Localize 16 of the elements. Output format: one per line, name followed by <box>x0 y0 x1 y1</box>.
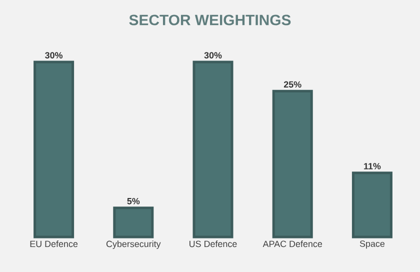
x-tick-label: Space <box>360 240 385 249</box>
x-tick-label: Cybersecurity <box>106 240 161 249</box>
data-label: 30% <box>204 52 222 58</box>
bar <box>113 206 154 238</box>
chart-title: SECTOR WEIGHTINGS <box>129 14 291 26</box>
bar <box>34 60 74 238</box>
x-tick-label: APAC Defence <box>262 240 322 248</box>
x-tick-label: EU Defence <box>30 240 78 248</box>
data-label: 5% <box>127 198 140 204</box>
data-label: 11% <box>364 163 381 170</box>
data-label: 30% <box>45 52 63 58</box>
bar <box>272 90 313 238</box>
bar <box>352 172 392 238</box>
bar <box>192 60 234 238</box>
x-tick-label: US Defence <box>190 240 237 248</box>
data-label: 25% <box>284 81 302 88</box>
